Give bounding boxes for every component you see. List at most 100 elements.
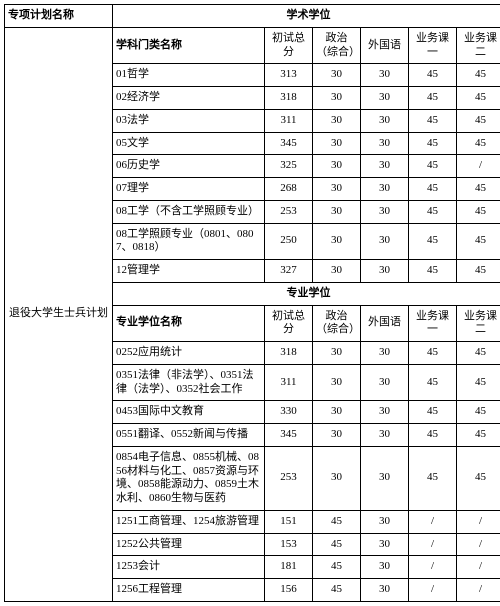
- cell-total: 181: [265, 556, 313, 579]
- cell-politics: 30: [313, 401, 361, 424]
- cell-total: 156: [265, 579, 313, 602]
- cell-politics: 30: [313, 223, 361, 260]
- cell-b2: /: [457, 510, 500, 533]
- subject-name: 1256工程管理: [113, 579, 265, 602]
- cell-total: 311: [265, 109, 313, 132]
- subject-name: 1252公共管理: [113, 533, 265, 556]
- cell-foreign: 30: [361, 556, 409, 579]
- score-table: 专项计划名称学术学位退役大学生士兵计划学科门类名称初试总分政治（综合）外国语业务…: [4, 4, 500, 602]
- cell-total: 318: [265, 342, 313, 365]
- subject-name: 0351法律（非法学）、0351法律（法学）、0352社会工作: [113, 364, 265, 401]
- cell-foreign: 30: [361, 342, 409, 365]
- cell-b1: 45: [409, 132, 457, 155]
- cell-foreign: 30: [361, 533, 409, 556]
- cell-foreign: 30: [361, 260, 409, 283]
- cell-total: 318: [265, 87, 313, 110]
- cell-b1: 45: [409, 200, 457, 223]
- col-politics: 政治（综合）: [313, 305, 361, 342]
- cell-b2: 45: [457, 178, 500, 201]
- cell-foreign: 30: [361, 87, 409, 110]
- header-row-top: 专项计划名称学术学位: [5, 5, 500, 28]
- subject-name: 08工学（不含工学照顾专业）: [113, 200, 265, 223]
- subject-name: 1251工商管理、1254旅游管理: [113, 510, 265, 533]
- cell-b1: /: [409, 510, 457, 533]
- cell-b1: 45: [409, 260, 457, 283]
- cell-foreign: 30: [361, 424, 409, 447]
- cell-b2: 45: [457, 342, 500, 365]
- cell-b1: 45: [409, 401, 457, 424]
- cell-b1: /: [409, 556, 457, 579]
- cell-politics: 30: [313, 87, 361, 110]
- cell-b1: 45: [409, 223, 457, 260]
- cell-total: 153: [265, 533, 313, 556]
- cell-b2: 45: [457, 260, 500, 283]
- cell-foreign: 30: [361, 155, 409, 178]
- cell-total: 327: [265, 260, 313, 283]
- cell-b2: /: [457, 155, 500, 178]
- academic-degree-header: 学术学位: [113, 5, 500, 28]
- cell-b1: 45: [409, 109, 457, 132]
- cell-total: 345: [265, 424, 313, 447]
- cell-b2: 45: [457, 223, 500, 260]
- subject-header: 学科门类名称: [113, 27, 265, 64]
- cell-foreign: 30: [361, 223, 409, 260]
- col-b2: 业务课二: [457, 27, 500, 64]
- col-b1: 业务课一: [409, 305, 457, 342]
- subject-name: 0854电子信息、0855机械、0856材料与化工、0857资源与环境、0858…: [113, 446, 265, 510]
- cell-politics: 30: [313, 342, 361, 365]
- cell-b1: 45: [409, 446, 457, 510]
- cell-b1: /: [409, 579, 457, 602]
- cell-total: 345: [265, 132, 313, 155]
- cell-b2: 45: [457, 64, 500, 87]
- cell-total: 253: [265, 200, 313, 223]
- cell-b2: /: [457, 533, 500, 556]
- cell-b1: 45: [409, 64, 457, 87]
- subject-header-prof: 专业学位名称: [113, 305, 265, 342]
- cell-foreign: 30: [361, 200, 409, 223]
- cell-politics: 30: [313, 109, 361, 132]
- cell-politics: 30: [313, 364, 361, 401]
- cell-politics: 30: [313, 155, 361, 178]
- subject-name: 1253会计: [113, 556, 265, 579]
- header-row-academic: 退役大学生士兵计划学科门类名称初试总分政治（综合）外国语业务课一业务课二: [5, 27, 500, 64]
- cell-b1: 45: [409, 424, 457, 447]
- cell-b2: /: [457, 579, 500, 602]
- cell-politics: 45: [313, 579, 361, 602]
- cell-b2: 45: [457, 200, 500, 223]
- cell-foreign: 30: [361, 178, 409, 201]
- plan-name-header: 专项计划名称: [5, 5, 113, 28]
- col-politics: 政治（综合）: [313, 27, 361, 64]
- cell-politics: 45: [313, 533, 361, 556]
- cell-total: 330: [265, 401, 313, 424]
- cell-b1: 45: [409, 155, 457, 178]
- cell-b2: 45: [457, 446, 500, 510]
- subject-name: 01哲学: [113, 64, 265, 87]
- cell-foreign: 30: [361, 579, 409, 602]
- cell-foreign: 30: [361, 510, 409, 533]
- cell-b2: 45: [457, 364, 500, 401]
- cell-politics: 30: [313, 446, 361, 510]
- cell-b1: 45: [409, 178, 457, 201]
- subject-name: 08工学照顾专业（0801、0807、0818）: [113, 223, 265, 260]
- cell-b1: 45: [409, 342, 457, 365]
- cell-total: 325: [265, 155, 313, 178]
- cell-foreign: 30: [361, 446, 409, 510]
- cell-foreign: 30: [361, 132, 409, 155]
- subject-name: 03法学: [113, 109, 265, 132]
- cell-total: 313: [265, 64, 313, 87]
- cell-politics: 45: [313, 556, 361, 579]
- cell-foreign: 30: [361, 109, 409, 132]
- cell-politics: 45: [313, 510, 361, 533]
- cell-b2: 45: [457, 109, 500, 132]
- subject-name: 06历史学: [113, 155, 265, 178]
- cell-total: 250: [265, 223, 313, 260]
- page: 专项计划名称学术学位退役大学生士兵计划学科门类名称初试总分政治（综合）外国语业务…: [0, 0, 500, 606]
- col-foreign: 外国语: [361, 305, 409, 342]
- cell-total: 268: [265, 178, 313, 201]
- col-b1: 业务课一: [409, 27, 457, 64]
- cell-total: 311: [265, 364, 313, 401]
- cell-foreign: 30: [361, 401, 409, 424]
- subject-name: 0551翻译、0552新闻与传播: [113, 424, 265, 447]
- cell-politics: 30: [313, 424, 361, 447]
- cell-politics: 30: [313, 200, 361, 223]
